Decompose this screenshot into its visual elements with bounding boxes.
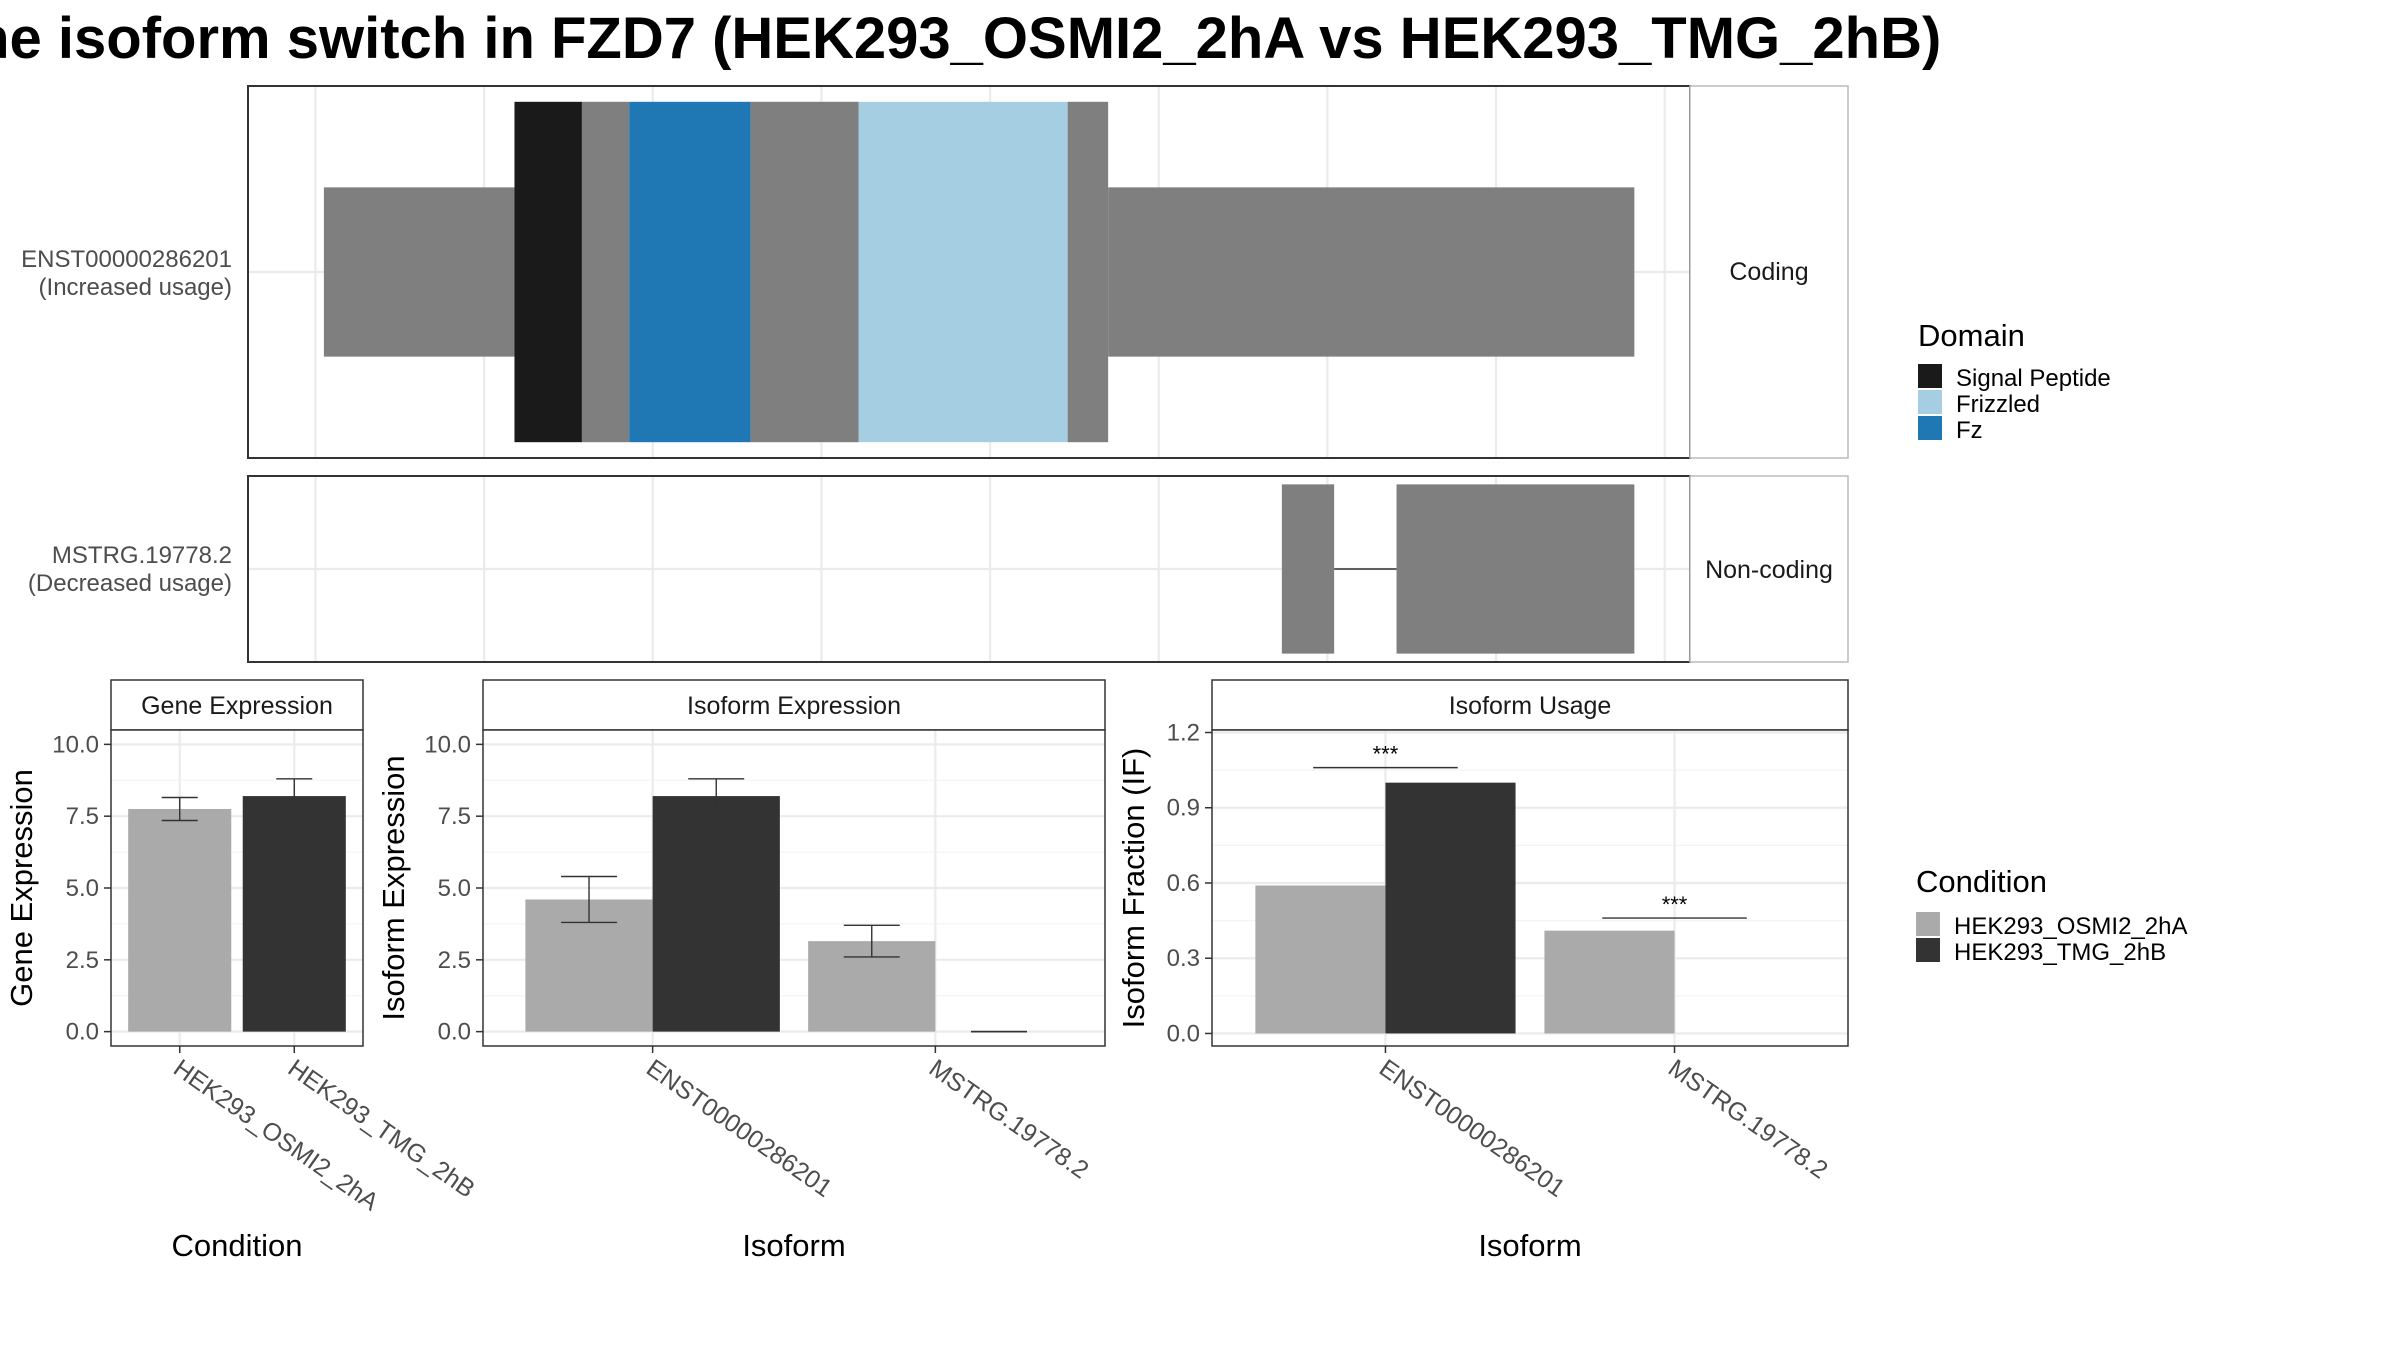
y-axis-label-gene-expression: Gene Expression [4, 769, 39, 1007]
legend-swatch-fz [1918, 416, 1942, 440]
x-tick-label: HEK293_TMG_2hB [283, 1054, 480, 1204]
x-tick-label: HEK293_OSMI2_2hA [168, 1054, 384, 1217]
facet-strip-isoform-usage [1211, 679, 1849, 731]
bar [242, 796, 346, 1032]
facet-title-gene-expression: Gene Expression [141, 692, 333, 720]
legend-label-hek293-tmg-2hb: HEK293_TMG_2hB [1954, 939, 2166, 966]
significance-label: *** [1373, 742, 1399, 767]
y-tick-label: 2.5 [438, 947, 471, 974]
exon-segment [1396, 484, 1635, 654]
structure-row-noncoding: Non-coding MSTRG.19778.2 (Decreased usag… [28, 475, 1849, 663]
y-tick-label: 0.9 [1167, 795, 1200, 822]
isoform-usage-panel: Isoform Usage *** *** 0.0 0.3 0.6 0.9 1.2 ENST… [1116, 679, 1849, 1263]
exon-segment [1108, 187, 1635, 357]
bar [1255, 885, 1386, 1034]
exon-segment [1281, 484, 1335, 654]
domain-signal-peptide [514, 101, 582, 443]
domain-fz [629, 101, 751, 443]
plot-area-border [1211, 729, 1849, 1047]
y-tick-label: 10.0 [52, 731, 99, 758]
legend-swatch-hek293-osmi2-2ha [1916, 912, 1940, 936]
condition-legend-title: Condition [1916, 864, 2047, 899]
bar [128, 809, 232, 1032]
x-tick-label: ENST00000286201 [1374, 1054, 1570, 1203]
x-axis-label-isoform: Isoform [742, 1228, 845, 1263]
domain-legend-title: Domain [1918, 318, 2025, 353]
legend-label-frizzled: Frizzled [1956, 391, 2040, 418]
y-tick-label: 0.0 [66, 1019, 99, 1046]
x-axis-label-condition: Condition [172, 1228, 303, 1263]
y-tick-label: 1.2 [1167, 720, 1200, 747]
bar [1544, 930, 1675, 1034]
significance-label: *** [1662, 892, 1688, 917]
y-tick-label: 10.0 [424, 731, 471, 758]
domain-legend: Domain Signal Peptide Frizzled Fz [1918, 318, 2111, 444]
transcript-usage-1: (Increased usage) [39, 274, 232, 301]
y-tick-label: 5.0 [438, 875, 471, 902]
bar [652, 796, 780, 1032]
legend-swatch-hek293-tmg-2hb [1916, 938, 1940, 962]
transcript-id-2: MSTRG.19778.2 [52, 542, 232, 569]
y-tick-label: 0.6 [1167, 870, 1200, 897]
facet-title-isoform-expression: Isoform Expression [687, 692, 901, 720]
figure-title: The isoform switch in FZD7 (HEK293_OSMI2… [0, 6, 1941, 71]
cds-segment [750, 101, 859, 443]
structure-row-coding: Coding ENST00000286201 (Increased usage) [21, 85, 1849, 459]
y-axis-label-isoform-expression: Isoform Expression [376, 755, 411, 1020]
y-axis-label-isoform-fraction: Isoform Fraction (IF) [1116, 748, 1151, 1029]
legend-label-fz: Fz [1956, 417, 1983, 444]
y-tick-label: 7.5 [66, 803, 99, 830]
x-axis-label-isoform: Isoform [1478, 1228, 1581, 1263]
facet-title-isoform-usage: Isoform Usage [1449, 692, 1612, 720]
x-tick-label: ENST00000286201 [641, 1054, 837, 1203]
facet-strip-coding [1689, 85, 1849, 459]
y-tick-label: 5.0 [66, 875, 99, 902]
isoform-expression-panel: Isoform Expression 0.0 2.5 5.0 7.5 10.0 ENST0… [376, 679, 1106, 1263]
exon-segment [323, 187, 515, 357]
bar [1385, 782, 1516, 1034]
facet-strip-isoform-expression [482, 679, 1106, 731]
facet-label-noncoding: Non-coding [1705, 556, 1833, 584]
cds-segment [581, 101, 630, 443]
x-tick-label: MSTRG.19778.2 [924, 1054, 1094, 1185]
y-tick-label: 0.0 [438, 1019, 471, 1046]
legend-swatch-frizzled [1918, 390, 1942, 414]
legend-swatch-signal-peptide [1918, 364, 1942, 388]
y-tick-label: 7.5 [438, 803, 471, 830]
x-tick-label: MSTRG.19778.2 [1663, 1054, 1833, 1185]
facet-label-coding: Coding [1729, 258, 1808, 286]
transcript-usage-2: (Decreased usage) [28, 570, 232, 597]
condition-legend: Condition HEK293_OSMI2_2hA HEK293_TMG_2h… [1916, 864, 2187, 966]
cds-segment [1067, 101, 1109, 443]
transcript-id-1: ENST00000286201 [21, 246, 232, 273]
domain-frizzled [858, 101, 1068, 443]
y-tick-label: 2.5 [66, 947, 99, 974]
legend-label-hek293-osmi2-2ha: HEK293_OSMI2_2hA [1954, 913, 2187, 940]
y-tick-label: 0.3 [1167, 945, 1200, 972]
legend-label-signal-peptide: Signal Peptide [1956, 365, 2111, 392]
facet-strip-noncoding [1689, 475, 1849, 663]
y-tick-label: 0.0 [1167, 1020, 1200, 1047]
